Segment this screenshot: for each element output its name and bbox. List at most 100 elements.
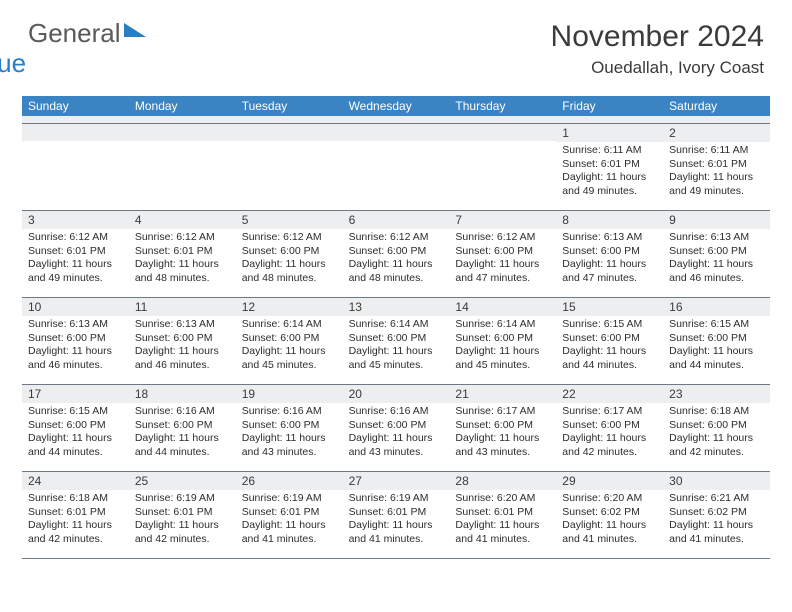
calendar-cell: 8Sunrise: 6:13 AMSunset: 6:00 PMDaylight… — [556, 211, 663, 297]
daylight-text: Daylight: 11 hours and 49 minutes. — [669, 171, 764, 198]
day-number: 20 — [343, 385, 450, 403]
calendar: SundayMondayTuesdayWednesdayThursdayFrid… — [22, 96, 770, 559]
sunset-text: Sunset: 6:00 PM — [455, 419, 550, 433]
day-header: Wednesday — [343, 96, 450, 116]
cell-body — [22, 141, 129, 147]
logo-text-1: General — [28, 20, 121, 46]
daylight-text: Daylight: 11 hours and 49 minutes. — [28, 258, 123, 285]
daylight-text: Daylight: 11 hours and 46 minutes. — [135, 345, 230, 372]
sunrise-text: Sunrise: 6:12 AM — [455, 231, 550, 245]
week-row: 17Sunrise: 6:15 AMSunset: 6:00 PMDayligh… — [22, 385, 770, 472]
sunrise-text: Sunrise: 6:14 AM — [349, 318, 444, 332]
daylight-text: Daylight: 11 hours and 41 minutes. — [669, 519, 764, 546]
cell-body — [129, 141, 236, 147]
daylight-text: Daylight: 11 hours and 41 minutes. — [455, 519, 550, 546]
sunset-text: Sunset: 6:00 PM — [455, 332, 550, 346]
calendar-cell: 4Sunrise: 6:12 AMSunset: 6:01 PMDaylight… — [129, 211, 236, 297]
cell-body: Sunrise: 6:13 AMSunset: 6:00 PMDaylight:… — [556, 229, 663, 290]
cell-body: Sunrise: 6:13 AMSunset: 6:00 PMDaylight:… — [22, 316, 129, 377]
cell-body: Sunrise: 6:12 AMSunset: 6:00 PMDaylight:… — [449, 229, 556, 290]
daylight-text: Daylight: 11 hours and 44 minutes. — [28, 432, 123, 459]
daylight-text: Daylight: 11 hours and 47 minutes. — [455, 258, 550, 285]
cell-body: Sunrise: 6:19 AMSunset: 6:01 PMDaylight:… — [343, 490, 450, 551]
spacer-row — [22, 116, 770, 124]
cell-body: Sunrise: 6:15 AMSunset: 6:00 PMDaylight:… — [556, 316, 663, 377]
day-number: 13 — [343, 298, 450, 316]
calendar-cell — [449, 124, 556, 210]
sunrise-text: Sunrise: 6:20 AM — [455, 492, 550, 506]
day-number — [449, 124, 556, 141]
daylight-text: Daylight: 11 hours and 45 minutes. — [455, 345, 550, 372]
cell-body: Sunrise: 6:17 AMSunset: 6:00 PMDaylight:… — [449, 403, 556, 464]
daylight-text: Daylight: 11 hours and 48 minutes. — [349, 258, 444, 285]
calendar-cell: 21Sunrise: 6:17 AMSunset: 6:00 PMDayligh… — [449, 385, 556, 471]
daylight-text: Daylight: 11 hours and 45 minutes. — [349, 345, 444, 372]
cell-body: Sunrise: 6:15 AMSunset: 6:00 PMDaylight:… — [22, 403, 129, 464]
day-number: 30 — [663, 472, 770, 490]
day-number: 24 — [22, 472, 129, 490]
cell-body: Sunrise: 6:21 AMSunset: 6:02 PMDaylight:… — [663, 490, 770, 551]
day-number: 28 — [449, 472, 556, 490]
daylight-text: Daylight: 11 hours and 42 minutes. — [28, 519, 123, 546]
day-header: Tuesday — [236, 96, 343, 116]
day-number: 7 — [449, 211, 556, 229]
day-number: 10 — [22, 298, 129, 316]
week-row: 24Sunrise: 6:18 AMSunset: 6:01 PMDayligh… — [22, 472, 770, 559]
calendar-cell: 22Sunrise: 6:17 AMSunset: 6:00 PMDayligh… — [556, 385, 663, 471]
calendar-cell: 5Sunrise: 6:12 AMSunset: 6:00 PMDaylight… — [236, 211, 343, 297]
sunrise-text: Sunrise: 6:18 AM — [669, 405, 764, 419]
calendar-cell: 11Sunrise: 6:13 AMSunset: 6:00 PMDayligh… — [129, 298, 236, 384]
sunrise-text: Sunrise: 6:12 AM — [28, 231, 123, 245]
daylight-text: Daylight: 11 hours and 41 minutes. — [562, 519, 657, 546]
weeks-container: 1Sunrise: 6:11 AMSunset: 6:01 PMDaylight… — [22, 124, 770, 559]
cell-body: Sunrise: 6:14 AMSunset: 6:00 PMDaylight:… — [236, 316, 343, 377]
sunrise-text: Sunrise: 6:12 AM — [135, 231, 230, 245]
sunset-text: Sunset: 6:00 PM — [28, 419, 123, 433]
sunrise-text: Sunrise: 6:15 AM — [28, 405, 123, 419]
sunset-text: Sunset: 6:00 PM — [669, 419, 764, 433]
daylight-text: Daylight: 11 hours and 48 minutes. — [135, 258, 230, 285]
month-title: November 2024 — [551, 20, 764, 54]
cell-body: Sunrise: 6:17 AMSunset: 6:00 PMDaylight:… — [556, 403, 663, 464]
cell-body — [343, 141, 450, 147]
sunset-text: Sunset: 6:00 PM — [349, 332, 444, 346]
daylight-text: Daylight: 11 hours and 43 minutes. — [349, 432, 444, 459]
calendar-cell: 28Sunrise: 6:20 AMSunset: 6:01 PMDayligh… — [449, 472, 556, 558]
sunset-text: Sunset: 6:00 PM — [669, 245, 764, 259]
sunset-text: Sunset: 6:00 PM — [455, 245, 550, 259]
calendar-cell — [343, 124, 450, 210]
sunset-text: Sunset: 6:01 PM — [242, 506, 337, 520]
daylight-text: Daylight: 11 hours and 43 minutes. — [242, 432, 337, 459]
sunset-text: Sunset: 6:00 PM — [349, 419, 444, 433]
calendar-cell: 12Sunrise: 6:14 AMSunset: 6:00 PMDayligh… — [236, 298, 343, 384]
cell-body: Sunrise: 6:16 AMSunset: 6:00 PMDaylight:… — [343, 403, 450, 464]
sunrise-text: Sunrise: 6:13 AM — [135, 318, 230, 332]
sunset-text: Sunset: 6:01 PM — [28, 245, 123, 259]
calendar-cell: 23Sunrise: 6:18 AMSunset: 6:00 PMDayligh… — [663, 385, 770, 471]
sunrise-text: Sunrise: 6:12 AM — [242, 231, 337, 245]
day-number: 5 — [236, 211, 343, 229]
day-number: 25 — [129, 472, 236, 490]
day-number: 23 — [663, 385, 770, 403]
calendar-cell: 2Sunrise: 6:11 AMSunset: 6:01 PMDaylight… — [663, 124, 770, 210]
cell-body: Sunrise: 6:20 AMSunset: 6:01 PMDaylight:… — [449, 490, 556, 551]
sunrise-text: Sunrise: 6:16 AM — [135, 405, 230, 419]
day-number — [236, 124, 343, 141]
sunset-text: Sunset: 6:00 PM — [349, 245, 444, 259]
calendar-cell: 6Sunrise: 6:12 AMSunset: 6:00 PMDaylight… — [343, 211, 450, 297]
calendar-cell: 30Sunrise: 6:21 AMSunset: 6:02 PMDayligh… — [663, 472, 770, 558]
cell-body: Sunrise: 6:11 AMSunset: 6:01 PMDaylight:… — [556, 142, 663, 203]
calendar-cell: 3Sunrise: 6:12 AMSunset: 6:01 PMDaylight… — [22, 211, 129, 297]
sunset-text: Sunset: 6:01 PM — [28, 506, 123, 520]
daylight-text: Daylight: 11 hours and 42 minutes. — [562, 432, 657, 459]
day-number: 15 — [556, 298, 663, 316]
day-number — [129, 124, 236, 141]
sunrise-text: Sunrise: 6:13 AM — [562, 231, 657, 245]
sunrise-text: Sunrise: 6:14 AM — [242, 318, 337, 332]
cell-body: Sunrise: 6:12 AMSunset: 6:00 PMDaylight:… — [236, 229, 343, 290]
calendar-cell: 29Sunrise: 6:20 AMSunset: 6:02 PMDayligh… — [556, 472, 663, 558]
cell-body: Sunrise: 6:19 AMSunset: 6:01 PMDaylight:… — [236, 490, 343, 551]
sunset-text: Sunset: 6:00 PM — [242, 332, 337, 346]
logo-text-2: Blue — [0, 50, 26, 76]
cell-body: Sunrise: 6:12 AMSunset: 6:01 PMDaylight:… — [22, 229, 129, 290]
